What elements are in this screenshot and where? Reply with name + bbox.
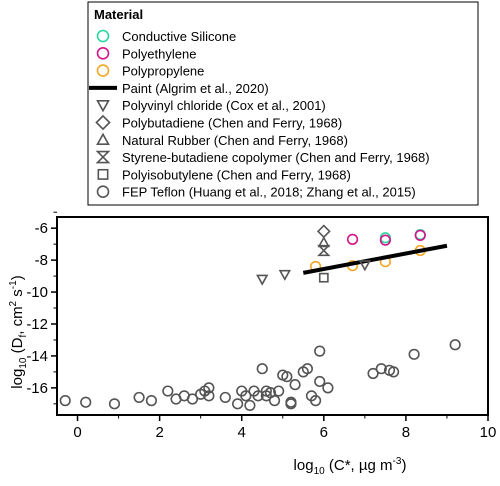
point-fep-teflon-huang-et-al-2018-zhang-et-al-2015 <box>219 391 231 404</box>
legend-polyisobutylene-chen-and-ferry-1968-label: Polyisobutylene (Chen and Ferry, 1968) <box>122 167 351 182</box>
point-fep-teflon-huang-et-al-2018-zhang-et-al-2015 <box>162 385 174 397</box>
point-polybutadiene-chen-and-ferry-1968 <box>316 224 331 239</box>
point-fep-teflon-huang-et-al-2018-zhang-et-al-2015 <box>322 382 334 394</box>
x-tick-label: 0 <box>73 424 81 441</box>
legend-polybutadiene-chen-and-ferry-1968-label: Polybutadiene (Chen and Ferry, 1968) <box>122 116 342 131</box>
legend-polyisobutylene-chen-and-ferry-1968-marker <box>97 168 109 180</box>
x-tick-label: 4 <box>238 424 246 441</box>
point-polyethylene <box>379 234 391 246</box>
plot-area: 0 2 4 6 8 10 -16 -14 -12 -10 -8 -6 <box>26 211 497 441</box>
point-fep-teflon-huang-et-al-2018-zhang-et-al-2015 <box>314 375 326 388</box>
point-fep-teflon-huang-et-al-2018-zhang-et-al-2015 <box>232 398 244 410</box>
y-tick-label: -14 <box>26 348 48 365</box>
legend-polyvinyl-chloride-cox-et-al-2001-label: Polyvinyl chloride (Cox et al., 2001) <box>122 98 326 113</box>
x-tick-label: 10 <box>480 424 497 441</box>
point-fep-teflon-huang-et-al-2018-zhang-et-al-2015 <box>256 363 268 375</box>
point-fep-teflon-huang-et-al-2018-zhang-et-al-2015 <box>268 395 281 407</box>
point-polyvinyl-chloride-cox-et-al-2001 <box>278 269 291 281</box>
legend-styrene-butadiene-copolymer-chen-and-ferry-1968-marker <box>95 150 111 164</box>
point-fep-teflon-huang-et-al-2018-zhang-et-al-2015 <box>408 348 420 360</box>
plot-frame <box>56 216 489 416</box>
y-tick-label: -12 <box>26 316 48 333</box>
legend-polypropylene-marker <box>96 64 110 77</box>
point-fep-teflon-huang-et-al-2018-zhang-et-al-2015 <box>80 396 92 408</box>
point-fep-teflon-huang-et-al-2018-zhang-et-al-2015 <box>186 393 199 405</box>
x-tick-label: 6 <box>320 424 328 441</box>
x-tick-label: 2 <box>155 424 163 441</box>
point-fep-teflon-huang-et-al-2018-zhang-et-al-2015 <box>203 390 215 402</box>
legend-natural-rubber-chen-and-ferry-1968-marker <box>96 132 110 145</box>
legend-polypropylene-label: Polypropylene <box>122 64 204 79</box>
point-polyethylene <box>346 233 359 245</box>
x-tick-label: 8 <box>402 424 410 441</box>
legend-paint-algrim-et-al-2020-label: Paint (Algrim et al., 2020) <box>122 81 269 96</box>
legend-styrene-butadiene-copolymer-chen-and-ferry-1968-label: Styrene-butadiene copolymer (Chen and Fe… <box>122 150 430 165</box>
point-fep-teflon-huang-et-al-2018-zhang-et-al-2015 <box>203 382 215 394</box>
point-fep-teflon-huang-et-al-2018-zhang-et-al-2015 <box>281 371 293 383</box>
point-fep-teflon-huang-et-al-2018-zhang-et-al-2015 <box>289 379 301 391</box>
legend-natural-rubber-chen-and-ferry-1968-label: Natural Rubber (Chen and Ferry, 1968) <box>122 133 348 148</box>
legend-polyvinyl-chloride-cox-et-al-2001-marker <box>96 100 110 113</box>
y-tick-label: -10 <box>26 284 48 301</box>
point-fep-teflon-huang-et-al-2018-zhang-et-al-2015 <box>252 390 264 402</box>
point-polyisobutylene-chen-and-ferry-1968 <box>318 272 329 283</box>
legend-title: Material <box>94 7 143 22</box>
point-polyvinyl-chloride-cox-et-al-2001 <box>256 274 269 286</box>
series-paint-algrim-et-al-2020-line <box>302 243 448 275</box>
point-fep-teflon-huang-et-al-2018-zhang-et-al-2015 <box>310 395 322 407</box>
point-fep-teflon-huang-et-al-2018-zhang-et-al-2015 <box>240 390 252 402</box>
legend-fep-teflon-huang-et-al-2018-zhang-et-al-2015-marker <box>96 185 110 198</box>
point-polyethylene <box>414 229 426 241</box>
point-fep-teflon-huang-et-al-2018-zhang-et-al-2015 <box>285 396 297 408</box>
legend-polybutadiene-chen-and-ferry-1968-marker <box>95 114 111 131</box>
legend-fep-teflon-huang-et-al-2018-zhang-et-al-2015-label: FEP Teflon (Huang et al., 2018; Zhang et… <box>122 185 416 200</box>
legend: Material Conductive Silicone Polyethylene… <box>87 1 479 206</box>
y-tick-label: -8 <box>35 252 48 269</box>
point-fep-teflon-huang-et-al-2018-zhang-et-al-2015 <box>301 363 313 375</box>
legend-polyethylene-marker <box>96 46 110 60</box>
point-fep-teflon-huang-et-al-2018-zhang-et-al-2015 <box>367 367 379 380</box>
legend-conductive-silicone-label: Conductive Silicone <box>122 29 236 44</box>
legend-conductive-silicone-marker <box>96 29 110 43</box>
y-tick-label: -16 <box>26 380 48 397</box>
legend-box <box>87 1 479 206</box>
legend-polyethylene-label: Polyethylene <box>122 46 196 61</box>
point-fep-teflon-huang-et-al-2018-zhang-et-al-2015 <box>59 395 71 407</box>
point-fep-teflon-huang-et-al-2018-zhang-et-al-2015 <box>273 385 285 397</box>
point-fep-teflon-huang-et-al-2018-zhang-et-al-2015 <box>314 345 326 357</box>
point-fep-teflon-huang-et-al-2018-zhang-et-al-2015 <box>449 339 461 351</box>
point-fep-teflon-huang-et-al-2018-zhang-et-al-2015 <box>108 398 121 410</box>
point-polyvinyl-chloride-cox-et-al-2001 <box>358 260 372 272</box>
point-fep-teflon-huang-et-al-2018-zhang-et-al-2015 <box>375 363 387 375</box>
x-axis-label: log10 (C*, µg m-3) <box>294 456 407 477</box>
y-tick-label: -6 <box>35 220 48 237</box>
point-fep-teflon-huang-et-al-2018-zhang-et-al-2015 <box>145 395 158 407</box>
point-fep-teflon-huang-et-al-2018-zhang-et-al-2015 <box>244 399 256 412</box>
point-styrene-butadiene-copolymer-chen-and-ferry-1968 <box>317 244 331 257</box>
point-fep-teflon-huang-et-al-2018-zhang-et-al-2015 <box>387 366 400 378</box>
point-fep-teflon-huang-et-al-2018-zhang-et-al-2015 <box>133 391 145 404</box>
y-axis-label: log10 (Df, cm2 s-1) <box>8 275 29 388</box>
